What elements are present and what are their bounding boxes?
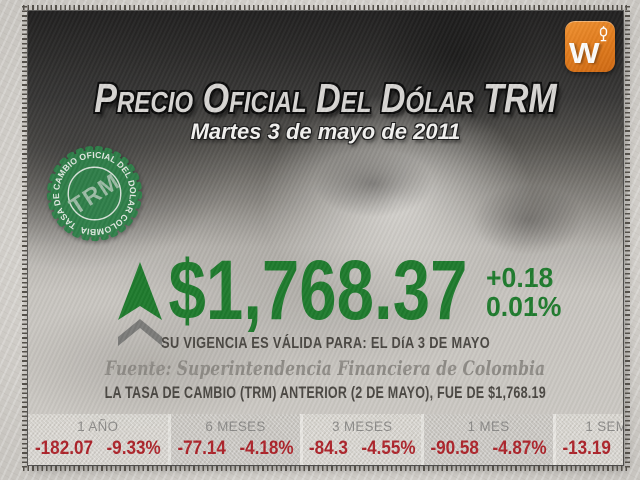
history-change-value: -77.14: [177, 438, 226, 459]
previous-rate-note: LA TASA DE CAMBIO (TRM) ANTERIOR (2 DE M…: [104, 384, 547, 402]
page-title: Precio Oficial Del Dólar TRM: [94, 75, 557, 121]
seal-scalloped-edge: [46, 145, 143, 242]
history-change-percent: -9.33%: [106, 438, 161, 459]
rate-change-absolute: +0.18: [486, 262, 554, 293]
history-column-1-week: 1 SEMANA -13.19 -0.74%: [553, 414, 623, 465]
history-change-percent: -4.18%: [239, 438, 294, 459]
trm-official-seal: TASA DE CAMBIO OFICIAL DEL DOLAR COLOMBI…: [46, 145, 143, 242]
validity-note: SU VIGENCIA ES VÁLIDA PARA: EL DíA 3 DE …: [161, 335, 490, 352]
history-table: 1 AÑO -182.07 -9.33% 6 MESES -77.14 -4.1…: [28, 414, 623, 465]
up-arrow-icon: [118, 262, 162, 346]
history-change-value: -13.19: [562, 438, 612, 459]
rate-value: $1,768.37: [168, 243, 468, 337]
history-change-value: -182.07: [34, 438, 93, 459]
microphone-icon: [599, 26, 608, 42]
history-change-value: -84.3: [308, 438, 348, 459]
perforation-edge-top: [23, 5, 629, 10]
rate-change: +0.18 0.01%: [486, 263, 561, 321]
source-note: Fuente: Superintendencia Financiera de C…: [105, 356, 546, 380]
history-column-label: 1 MES: [467, 418, 510, 434]
perforation-edge-bottom: [23, 466, 629, 471]
history-column-label: 6 MESES: [205, 418, 266, 434]
logo-letter: W: [569, 38, 600, 70]
history-change-percent: -4.55%: [361, 438, 416, 459]
history-column-label: 3 MESES: [331, 418, 393, 434]
history-change-value: -90.58: [430, 438, 480, 459]
history-column-1-year: 1 AÑO -182.07 -9.33%: [28, 414, 168, 465]
w-radio-logo: W: [565, 21, 615, 72]
history-column-3-months: 3 MESES -84.3 -4.55%: [299, 414, 422, 465]
perforation-edge-right: [625, 6, 630, 470]
history-column-label: 1 AÑO: [77, 418, 119, 434]
history-column-6-months: 6 MESES -77.14 -4.18%: [167, 414, 300, 465]
date-subtitle: Martes 3 de mayo de 2011: [190, 119, 461, 144]
rate-change-percent: 0.01%: [486, 291, 562, 322]
history-column-label: 1 SEMANA: [585, 418, 623, 434]
history-change-percent: -4.87%: [492, 438, 547, 459]
dollar-bill-background: W Precio Oficial Del Dólar TRM Martes 3 …: [28, 11, 623, 465]
history-column-1-month: 1 MES -90.58 -4.87%: [421, 414, 554, 465]
seal-inner-ring: [67, 166, 122, 221]
perforation-edge-left: [22, 6, 27, 470]
